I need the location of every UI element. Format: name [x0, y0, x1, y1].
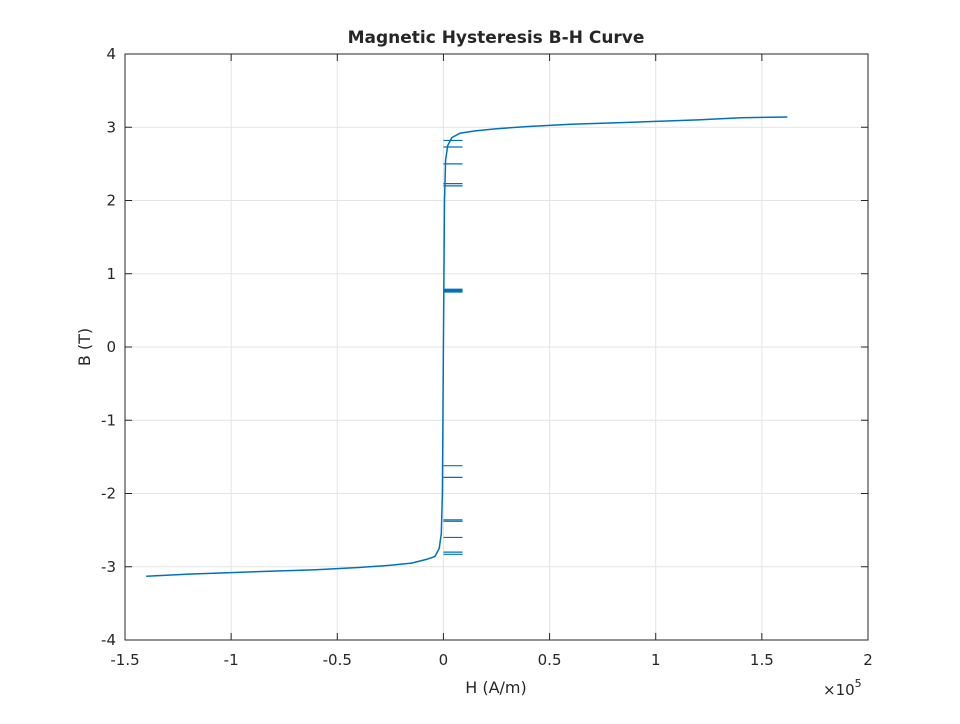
- x-tick-label: -1: [224, 651, 239, 669]
- y-tick-label: 4: [106, 45, 116, 63]
- y-tick-label: -2: [101, 485, 116, 503]
- tick-labels: -1.5 -1 -0.5 0 0.5 1 1.5 2 -4 -3 -2 -1 0 1 2 3 4: [101, 45, 873, 669]
- x-tick-label: 0.5: [538, 651, 562, 669]
- x-tick-label: -1.5: [110, 651, 139, 669]
- bh-curve-line: [146, 116, 788, 578]
- chart-title: Magnetic Hysteresis B-H Curve: [348, 28, 645, 48]
- y-tick-label: -4: [101, 631, 116, 649]
- x-tick-label: 2: [863, 651, 873, 669]
- plot-area: [146, 116, 788, 578]
- grid: [125, 54, 868, 640]
- x-axis-label: H (A/m): [465, 678, 527, 697]
- x-exponent-base: ×10: [823, 681, 855, 699]
- x-tick-label: 0: [439, 651, 449, 669]
- y-tick-label: 0: [106, 338, 116, 356]
- y-tick-label: 3: [106, 118, 116, 136]
- x-tick-label: 1.5: [750, 651, 774, 669]
- ticks: [124, 53, 869, 641]
- x-tick-label: 1: [651, 651, 661, 669]
- y-tick-label: 2: [106, 192, 116, 210]
- y-tick-label: 1: [106, 265, 116, 283]
- x-tick-label: -0.5: [323, 651, 352, 669]
- y-axis-label: B (T): [75, 328, 94, 366]
- y-tick-label: -1: [101, 411, 116, 429]
- y-tick-label: -3: [101, 558, 116, 576]
- x-exponent-power: 5: [855, 677, 862, 690]
- x-exponent-label: ×105: [823, 677, 862, 699]
